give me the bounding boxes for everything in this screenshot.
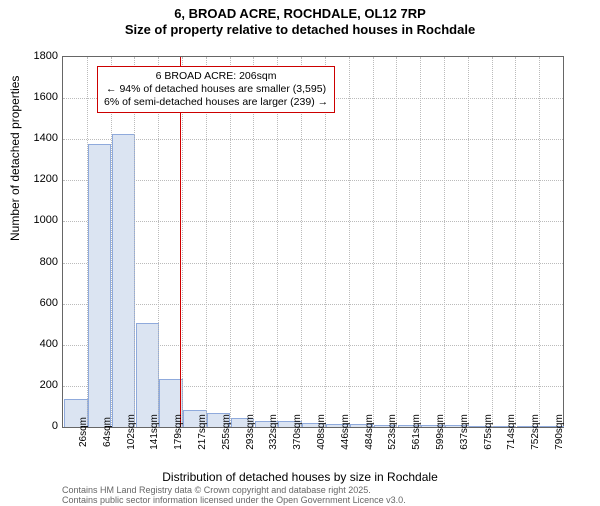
y-tick: 1800: [34, 50, 58, 62]
x-tick: 141sqm: [149, 414, 160, 450]
y-tick: 400: [40, 338, 58, 350]
x-tick: 26sqm: [78, 417, 89, 447]
gridline-v: [420, 57, 421, 427]
y-tick: 0: [52, 420, 58, 432]
annotation-line-1: 6 BROAD ACRE: 206sqm: [104, 70, 328, 83]
x-tick: 408sqm: [316, 414, 327, 450]
bar: [136, 323, 159, 427]
x-tick: 637sqm: [459, 414, 470, 450]
y-tick: 600: [40, 297, 58, 309]
gridline-h: [63, 304, 563, 305]
gridline-v: [468, 57, 469, 427]
bar: [112, 134, 135, 427]
x-tick: 752sqm: [530, 414, 541, 450]
gridline-h: [63, 263, 563, 264]
x-tick: 599sqm: [435, 414, 446, 450]
gridline-h: [63, 139, 563, 140]
x-tick: 102sqm: [126, 414, 137, 450]
x-tick: 790sqm: [554, 414, 565, 450]
annotation-line-3: 6% of semi-detached houses are larger (2…: [104, 96, 328, 109]
y-tick: 1400: [34, 132, 58, 144]
x-tick: 484sqm: [364, 414, 375, 450]
gridline-v: [349, 57, 350, 427]
x-tick: 255sqm: [221, 414, 232, 450]
y-tick: 200: [40, 379, 58, 391]
x-tick: 675sqm: [483, 414, 494, 450]
y-tick: 1600: [34, 91, 58, 103]
x-tick: 293sqm: [245, 414, 256, 450]
gridline-h: [63, 221, 563, 222]
gridline-v: [539, 57, 540, 427]
title-line-1: 6, BROAD ACRE, ROCHDALE, OL12 7RP: [0, 6, 600, 21]
y-axis-label: Number of detached properties: [8, 76, 22, 241]
y-tick: 1200: [34, 173, 58, 185]
x-tick: 332sqm: [268, 414, 279, 450]
gridline-v: [396, 57, 397, 427]
x-tick: 446sqm: [340, 414, 351, 450]
footer-line-2: Contains public sector information licen…: [62, 496, 406, 506]
gridline-v: [515, 57, 516, 427]
x-tick: 714sqm: [506, 414, 517, 450]
x-tick: 561sqm: [411, 414, 422, 450]
x-tick: 217sqm: [197, 414, 208, 450]
x-tick: 523sqm: [387, 414, 398, 450]
annotation-line-2: ← 94% of detached houses are smaller (3,…: [104, 83, 328, 96]
y-tick: 1000: [34, 214, 58, 226]
x-tick: 370sqm: [292, 414, 303, 450]
footer-text: Contains HM Land Registry data © Crown c…: [62, 486, 406, 506]
x-tick: 64sqm: [102, 417, 113, 447]
gridline-h: [63, 180, 563, 181]
x-axis-label: Distribution of detached houses by size …: [0, 470, 600, 484]
annotation-box: 6 BROAD ACRE: 206sqm ← 94% of detached h…: [97, 66, 335, 113]
bar: [88, 144, 111, 427]
gridline-v: [444, 57, 445, 427]
gridline-v: [373, 57, 374, 427]
gridline-v: [492, 57, 493, 427]
x-tick: 179sqm: [173, 414, 184, 450]
y-tick: 800: [40, 256, 58, 268]
title-line-2: Size of property relative to detached ho…: [0, 22, 600, 37]
